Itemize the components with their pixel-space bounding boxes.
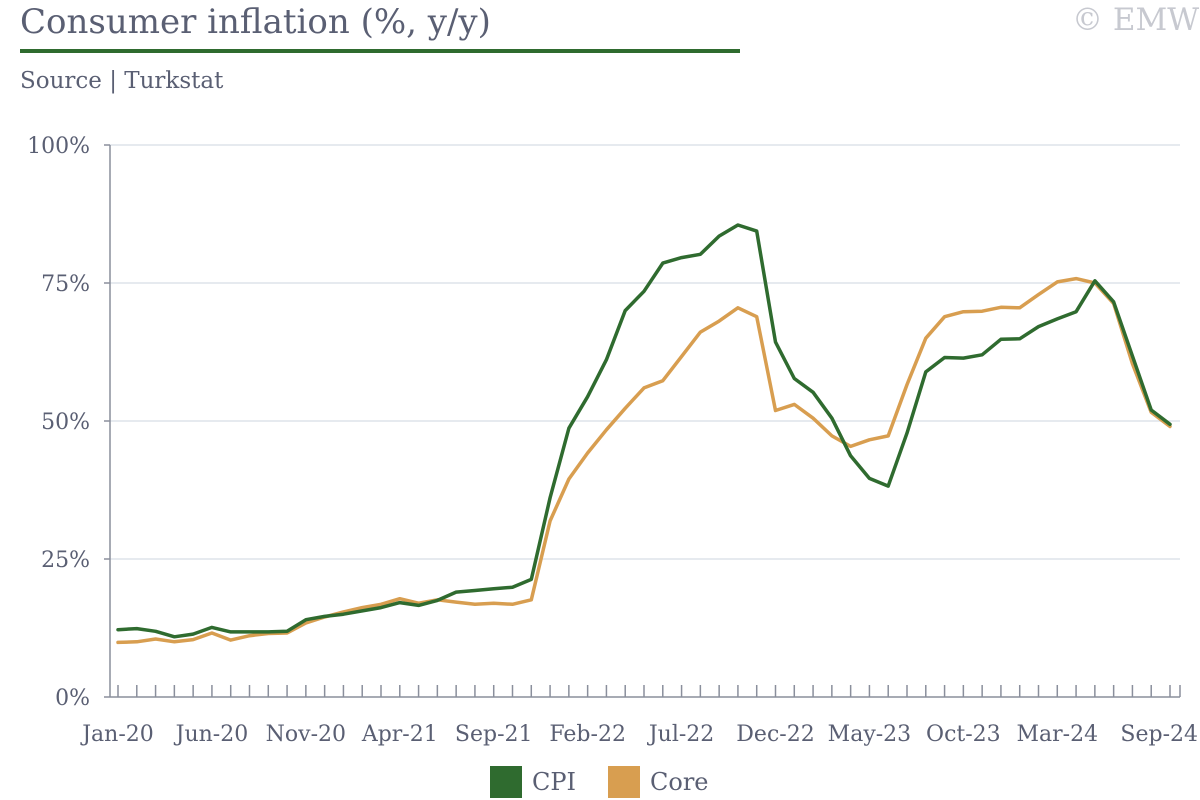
chart-subtitle: Source | Turkstat <box>20 68 224 94</box>
gridlines <box>110 144 1180 560</box>
legend-swatch <box>490 766 522 798</box>
legend: CPI Core <box>490 764 741 800</box>
legend-item-cpi: CPI <box>490 766 576 798</box>
x-tick-label: Sep-21 <box>455 722 533 747</box>
x-tick-label: Mar-24 <box>1016 722 1098 747</box>
y-tick-label: 50% <box>41 410 90 435</box>
x-tick-label: Feb-22 <box>549 722 626 747</box>
title-underline <box>20 49 740 53</box>
y-tick-label: 0% <box>55 686 90 711</box>
chart-title: Consumer inflation (%, y/y) <box>20 2 491 42</box>
legend-label: CPI <box>532 768 576 796</box>
copyright-watermark: © EMW <box>1072 2 1200 38</box>
x-tick-label: Oct-23 <box>926 722 1001 747</box>
x-tick-label: Jun-20 <box>174 722 249 747</box>
legend-swatch <box>608 766 640 798</box>
series-line-core <box>116 276 1172 645</box>
x-tick-label: Dec-22 <box>736 722 814 747</box>
axes <box>104 144 1181 698</box>
series-line-cpi <box>116 223 1172 639</box>
y-tick-label: 100% <box>27 134 90 159</box>
x-tick-label: Jul-22 <box>647 722 714 747</box>
x-tick-label: May-23 <box>828 722 912 747</box>
x-tick-label: Sep-24 <box>1120 722 1198 747</box>
legend-item-core: Core <box>608 766 709 798</box>
legend-label: Core <box>650 768 709 796</box>
y-tick-label: 25% <box>41 548 90 573</box>
x-tick-label: Apr-21 <box>361 722 438 747</box>
y-tick-label: 75% <box>41 272 90 297</box>
series-lines <box>116 223 1172 645</box>
tick-labels: 0% 25% 50% 75% 100% Jan-20 Jun-20 Nov-20 Apr-21 S… <box>27 134 1198 747</box>
x-tick-label: Jan-20 <box>80 722 154 747</box>
x-tick-label: Nov-20 <box>266 722 346 747</box>
